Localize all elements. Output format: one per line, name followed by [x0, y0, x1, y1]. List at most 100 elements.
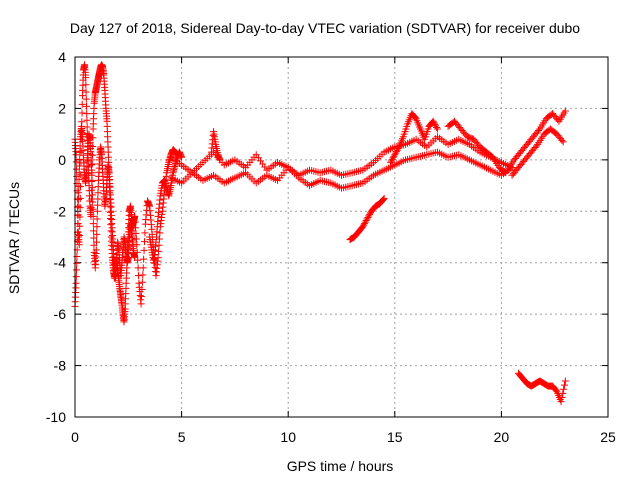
data-point [87, 195, 95, 203]
data-point [138, 278, 146, 286]
data-point [557, 398, 565, 406]
data-point [107, 227, 115, 235]
y-tick-label: -2 [54, 203, 67, 219]
data-point [178, 153, 186, 161]
y-tick-label: -10 [46, 409, 66, 425]
data-point [89, 198, 97, 206]
data-point [94, 201, 102, 209]
data-point [138, 293, 146, 301]
data-point [134, 256, 142, 264]
data-point [89, 205, 97, 213]
data-point [388, 155, 396, 163]
data-point [89, 212, 97, 220]
x-axis-tick-labels: 0 5 10 15 20 25 [71, 429, 616, 445]
data-point [137, 300, 145, 308]
data-point [133, 248, 141, 256]
y-tick-label: 0 [58, 152, 66, 168]
series [508, 125, 567, 179]
data-point [135, 272, 143, 280]
data-markers [71, 61, 569, 406]
data-point [82, 95, 90, 103]
y-tick-label: -6 [54, 306, 67, 322]
chart-title: Day 127 of 2018, Sidereal Day-to-day VTE… [70, 20, 580, 36]
data-point [83, 102, 91, 110]
data-point [561, 107, 569, 115]
x-axis-label: GPS time / hours [287, 458, 394, 474]
data-point [360, 221, 368, 229]
data-point [139, 264, 147, 272]
data-point [558, 393, 566, 401]
data-point [78, 109, 86, 117]
series [387, 110, 441, 166]
plot-frame [74, 56, 609, 418]
data-point [94, 189, 102, 197]
x-tick-label: 10 [280, 429, 296, 445]
data-point [561, 381, 569, 389]
series [504, 107, 569, 174]
data-point [82, 88, 90, 96]
data-point [139, 271, 147, 279]
data-point [90, 234, 98, 242]
data-point [394, 145, 402, 153]
x-tick-label: 15 [387, 429, 403, 445]
data-point [93, 238, 101, 246]
data-point [389, 154, 397, 162]
y-axis-tick-labels: -10 -8 -6 -4 -2 0 2 4 [46, 49, 66, 425]
data-point [89, 220, 97, 228]
data-point [74, 202, 82, 210]
data-point [379, 195, 387, 203]
data-point [89, 134, 97, 142]
data-point [78, 100, 86, 108]
data-point [75, 189, 83, 197]
data-point [362, 217, 370, 225]
data-point [500, 168, 508, 176]
data-point [138, 285, 146, 293]
y-tick-label: -4 [54, 255, 67, 271]
data-point [93, 215, 101, 223]
data-point [93, 223, 101, 231]
data-point [141, 238, 149, 246]
data-point [216, 156, 224, 164]
x-tick-label: 5 [178, 429, 186, 445]
data-point [141, 229, 149, 237]
y-axis-label: SDTVAR / TECUs [6, 182, 22, 294]
x-tick-label: 0 [71, 429, 79, 445]
data-point [72, 165, 80, 173]
data-point [392, 149, 400, 157]
data-point [83, 116, 91, 124]
data-point [94, 183, 102, 191]
data-point [75, 175, 83, 183]
data-point [72, 266, 80, 274]
y-tick-label: 2 [58, 100, 66, 116]
data-point [133, 241, 141, 249]
data-point [391, 151, 399, 159]
data-point [532, 142, 540, 150]
data-point [390, 152, 398, 160]
data-point [559, 138, 567, 146]
data-point [155, 241, 163, 249]
data-point [366, 210, 374, 218]
data-point [77, 183, 85, 191]
data-point [561, 377, 569, 385]
data-point [76, 155, 84, 163]
data-point [560, 385, 568, 393]
data-point [393, 146, 401, 154]
data-point [393, 148, 401, 156]
series [167, 148, 516, 192]
series [444, 117, 510, 177]
data-point [433, 125, 441, 133]
series [146, 148, 186, 267]
data-point [155, 247, 163, 255]
data-point [75, 182, 83, 190]
data-point [411, 114, 419, 122]
data-point [380, 194, 388, 202]
data-point [74, 211, 82, 219]
data-point [364, 213, 372, 221]
data-point [72, 279, 80, 287]
data-point [107, 214, 115, 222]
series [346, 194, 388, 244]
series [514, 369, 569, 406]
data-point [72, 273, 80, 281]
